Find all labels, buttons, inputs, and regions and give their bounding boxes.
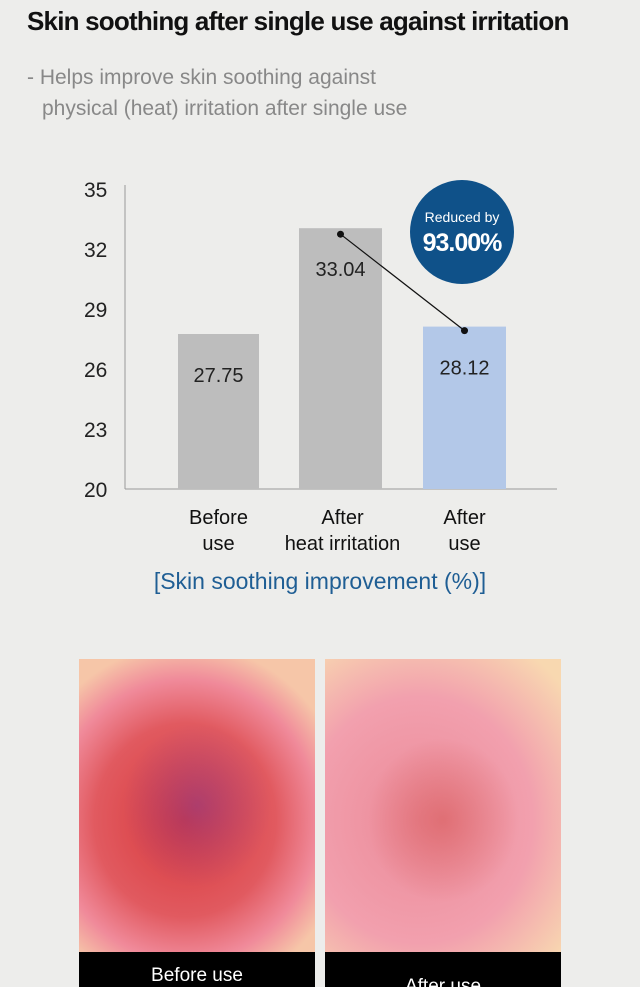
bar <box>423 326 506 489</box>
bar-value-label: 27.75 <box>193 365 243 387</box>
x-tick-label: use <box>448 533 480 555</box>
bar <box>299 228 382 489</box>
y-tick-label: 23 <box>84 419 107 442</box>
y-tick-label: 20 <box>84 479 107 502</box>
photo-label: After use <box>325 952 561 987</box>
y-tick-label: 35 <box>84 179 107 202</box>
before-use-photo <box>79 659 315 952</box>
after-use-photo <box>325 659 561 952</box>
y-tick-label: 26 <box>84 359 107 382</box>
badge-line1: Reduced by <box>425 209 500 225</box>
x-tick-label: After <box>321 507 364 529</box>
bar-value-label: 28.12 <box>439 358 489 380</box>
x-tick-label: heat irritation <box>285 533 401 555</box>
x-tick-label: use <box>202 533 234 555</box>
bar-chart: 35 32 29 26 23 20 27.75 Before use 33.04 After heat… <box>84 179 557 555</box>
trend-point <box>461 327 468 335</box>
photo-label: Before use <box>79 952 315 987</box>
x-tick-label: Before <box>189 507 248 529</box>
trend-point <box>337 230 344 238</box>
trend-line <box>340 233 465 332</box>
bar-value-label: 33.04 <box>315 259 365 281</box>
subtitle-line: physical (heat) irritation after single … <box>42 97 408 120</box>
page-title: Skin soothing after single use against i… <box>27 6 569 36</box>
chart-xlabel: [Skin soothing improvement (%)] <box>153 568 487 594</box>
reduction-badge <box>410 180 514 284</box>
x-tick-label: After <box>443 507 486 529</box>
bar <box>178 334 259 489</box>
badge-line2: 93.00% <box>423 229 503 257</box>
subtitle-line: - Helps improve skin soothing against <box>27 66 377 89</box>
y-tick-label: 32 <box>84 239 107 262</box>
y-tick-label: 29 <box>84 299 107 322</box>
subtitle: - Helps improve skin soothing against ph… <box>27 62 407 124</box>
